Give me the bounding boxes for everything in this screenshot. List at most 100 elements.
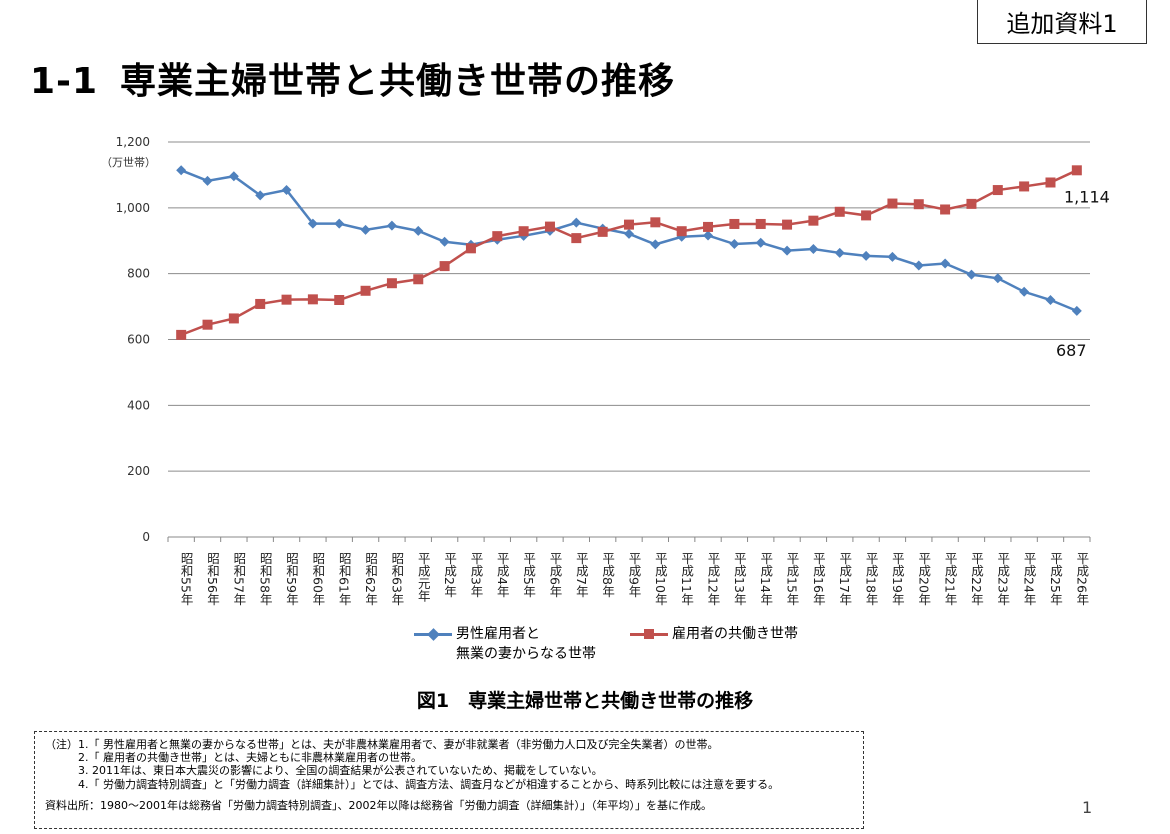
- data-point: [202, 175, 213, 186]
- legend-item-husband-employee: 男性雇用者と 無業の妻からなる世帯: [414, 624, 596, 664]
- data-point: [360, 285, 371, 296]
- data-point: [966, 269, 977, 280]
- data-point: [1019, 286, 1030, 297]
- x-tick-label: 昭和56年: [205, 552, 220, 605]
- x-tick-label: 平成10年: [653, 552, 668, 605]
- x-tick-label: 平成16年: [811, 552, 826, 605]
- note-line: 2.「 雇用者の共働き世帯」とは、夫婦ともに非農林業雇用者の世帯。: [45, 751, 422, 765]
- x-tick-label: 平成6年: [547, 552, 562, 597]
- data-point: [650, 239, 661, 250]
- data-point: [834, 206, 845, 217]
- legend-label-line1: 男性雇用者と: [456, 626, 540, 642]
- x-tick-label: 平成元年: [416, 552, 431, 602]
- end-value-label: 687: [1056, 341, 1087, 360]
- data-point: [808, 215, 819, 226]
- data-point: [624, 228, 634, 239]
- page-title: 1-1 専業主婦世帯と共働き世帯の推移: [30, 52, 675, 104]
- x-tick-label: 平成25年: [1048, 552, 1063, 605]
- data-point: [281, 294, 292, 305]
- data-point: [176, 329, 187, 340]
- data-point: [202, 319, 213, 330]
- data-point: [571, 233, 582, 244]
- x-tick-label: 平成21年: [943, 552, 958, 605]
- title-number: 1-1: [30, 61, 99, 102]
- data-point: [834, 247, 845, 258]
- notes-box: （注）1.「 男性雇用者と無業の妻からなる世帯」とは、夫が非農林業雇用者で、妻が…: [34, 731, 864, 829]
- x-tick-label: 平成22年: [969, 552, 984, 605]
- y-tick-label: 0: [142, 530, 150, 544]
- x-tick-label: 昭和55年: [179, 552, 194, 605]
- x-tick-label: 昭和60年: [310, 552, 325, 605]
- y-tick-label: 200: [127, 464, 150, 478]
- data-point: [544, 221, 555, 232]
- data-point: [729, 218, 740, 229]
- legend-diamond-icon: [414, 624, 452, 644]
- data-point: [913, 260, 924, 271]
- data-point: [966, 198, 977, 209]
- x-tick-label: 平成13年: [732, 552, 747, 605]
- y-tick-label: 800: [127, 267, 150, 281]
- page-number: 1: [1082, 798, 1093, 817]
- legend-label: 雇用者の共働き世帯: [672, 626, 798, 642]
- data-point: [992, 273, 1003, 284]
- data-point: [386, 220, 397, 231]
- data-point: [755, 218, 766, 229]
- data-point: [861, 250, 872, 261]
- x-tick-label: 昭和57年: [231, 552, 246, 605]
- x-tick-label: 昭和63年: [389, 552, 404, 605]
- data-point: [281, 185, 292, 196]
- legend-square-icon: [630, 624, 668, 644]
- data-point: [703, 221, 714, 232]
- data-point: [1071, 305, 1082, 316]
- data-point: [808, 243, 819, 254]
- x-tick-label: 昭和61年: [337, 552, 352, 605]
- data-point: [334, 218, 345, 229]
- data-point: [1045, 177, 1056, 188]
- data-point: [729, 239, 740, 250]
- x-tick-label: 平成15年: [785, 552, 800, 605]
- x-tick-label: 平成4年: [495, 552, 510, 597]
- chart-grid: [168, 141, 1090, 538]
- x-tick-label: 平成23年: [995, 552, 1010, 605]
- title-text: 専業主婦世帯と共働き世帯の推移: [120, 61, 676, 102]
- chart-end-labels: 687 1,114: [1056, 187, 1110, 360]
- legend-item-dual-income: 雇用者の共働き世帯: [630, 624, 798, 644]
- y-unit-label: （万世帯）: [101, 156, 156, 169]
- data-point: [940, 258, 951, 269]
- series-line: [180, 169, 1078, 313]
- x-tick-label: 昭和58年: [258, 552, 273, 605]
- x-tick-label: 平成12年: [706, 552, 721, 605]
- data-point: [439, 261, 450, 272]
- data-point: [492, 231, 503, 242]
- y-tick-label: 1,000: [116, 201, 150, 215]
- data-point: [334, 295, 345, 305]
- data-point: [255, 298, 266, 309]
- data-point: [255, 190, 266, 201]
- data-point: [439, 236, 450, 247]
- data-point: [913, 199, 924, 210]
- data-point: [597, 226, 608, 237]
- x-tick-label: 平成24年: [1022, 552, 1037, 605]
- data-point: [782, 245, 793, 256]
- data-point: [676, 226, 687, 237]
- data-point: [1019, 181, 1030, 192]
- data-point: [782, 219, 793, 230]
- x-tick-label: 昭和59年: [284, 552, 299, 605]
- data-point: [413, 225, 424, 236]
- data-point: [307, 218, 318, 229]
- data-point: [465, 243, 476, 254]
- data-point: [228, 313, 239, 324]
- x-tick-label: 平成2年: [442, 552, 457, 597]
- x-tick-label: 平成11年: [679, 552, 694, 605]
- x-tick-label: 平成19年: [890, 552, 905, 605]
- x-axis: 昭和55年 昭和56年 昭和57年 昭和58年 昭和59年 昭和60年 昭和61年 昭和62年…: [167, 537, 1091, 605]
- data-point: [1045, 295, 1056, 305]
- data-point: [992, 185, 1003, 196]
- x-tick-label: 平成8年: [600, 552, 615, 597]
- y-axis: 0 200 400 600 800 1,000 1,200 （万世帯）: [101, 135, 156, 544]
- data-point: [940, 204, 951, 215]
- note-line: 3. 2011年は、東日本大震災の影響により、全国の調査結果が公表されていないた…: [45, 764, 603, 778]
- y-tick-label: 400: [127, 398, 150, 412]
- series-line: [180, 169, 1078, 337]
- data-point: [887, 251, 898, 262]
